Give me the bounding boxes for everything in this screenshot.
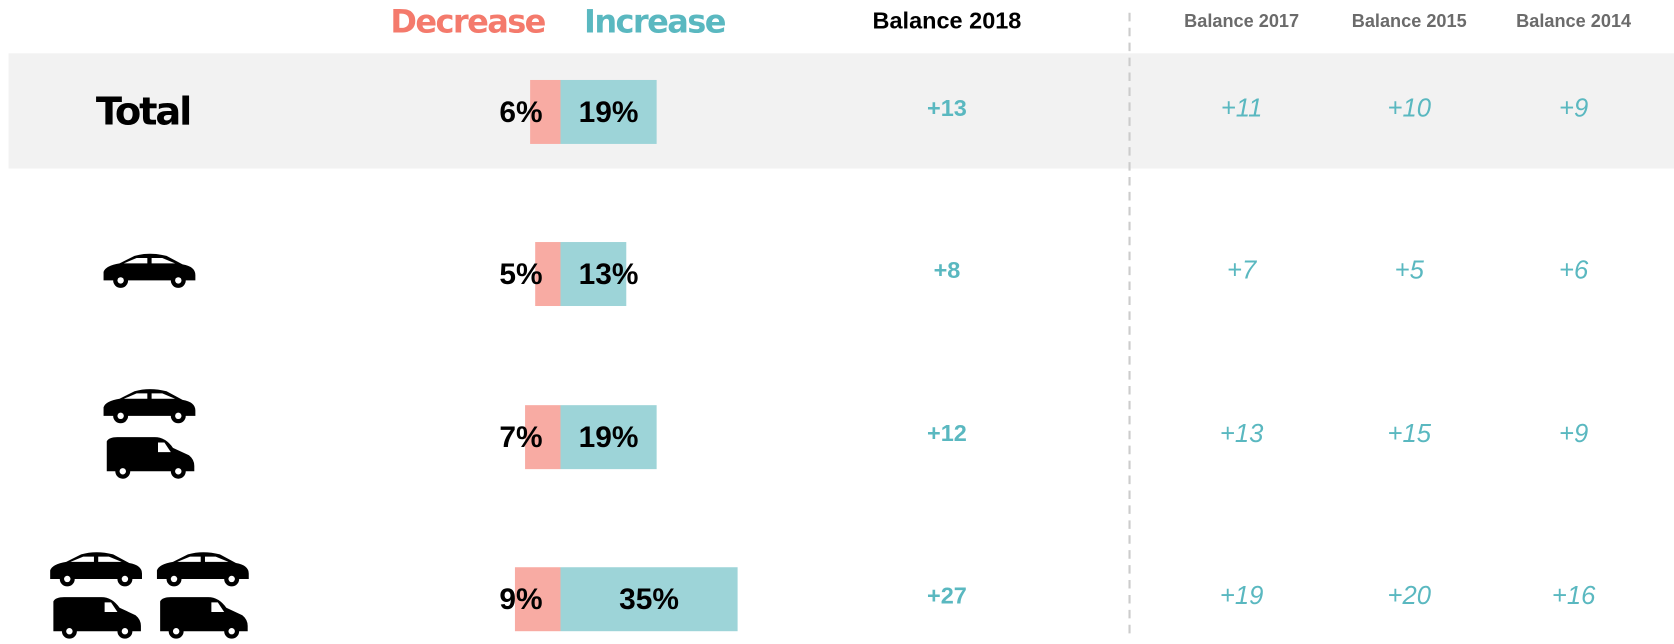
balance-value: +16 [1552,582,1596,610]
vehicle-icon [50,253,249,639]
column-header: Balance 2018 [873,8,1022,34]
increase-bar [560,405,657,470]
balance-value: +13 [1220,420,1264,448]
column-header: Balance 2015 [1352,11,1467,31]
decrease-label: 6% [499,96,542,129]
increase-bar [560,79,657,144]
balance-value: +9 [1559,95,1588,123]
increase-label: 35% [619,583,679,616]
decrease-label: 7% [499,421,542,454]
balance-value: +13 [927,95,967,121]
balance-value: +5 [1395,257,1425,285]
balance-value: +8 [934,257,961,283]
increase-bar [560,242,627,307]
increase-bar [560,567,738,632]
increase-label: 19% [579,96,639,129]
decrease-bar [530,79,561,144]
legend-label: Decrease [390,2,545,40]
column-header: Balance 2017 [1184,11,1299,31]
legend-label: Increase [584,2,726,40]
balance-value: +20 [1388,582,1432,610]
balance-value: +9 [1559,420,1588,448]
balance-value: +10 [1388,95,1432,123]
balance-value: +6 [1559,257,1589,285]
decrease-bar [514,567,561,632]
balance-value: +27 [927,582,967,608]
balance-value: +19 [1220,582,1263,610]
increase-label: 13% [579,258,639,291]
decrease-bar [535,242,561,307]
balance-value: +11 [1221,95,1263,123]
decrease-label: 9% [499,583,542,616]
decrease-bar [525,405,561,470]
increase-label: 19% [579,421,639,454]
column-header: Balance 2014 [1516,11,1631,31]
category-label: Total [96,90,190,135]
balance-value: +7 [1227,257,1258,285]
decrease-label: 5% [499,258,542,291]
balance-value: +15 [1388,420,1432,448]
highlight-row [8,53,1674,169]
balance-value: +12 [927,420,967,446]
